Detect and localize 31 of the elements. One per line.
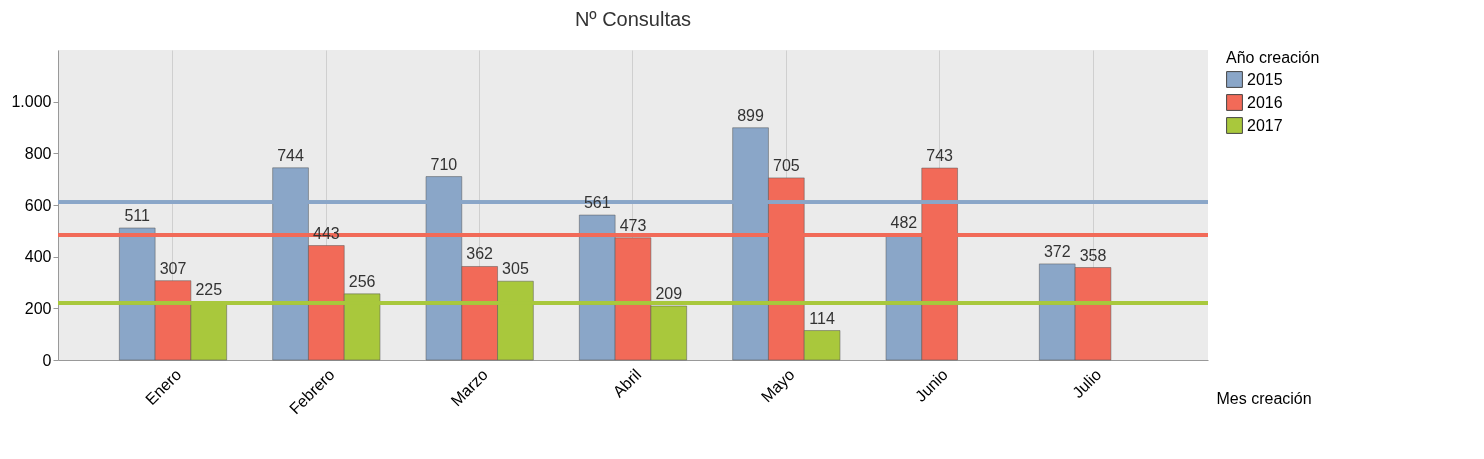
data-label: 209 xyxy=(655,285,683,303)
data-label: 899 xyxy=(737,106,764,124)
data-label: 482 xyxy=(890,214,918,232)
y-tick-label: 0 xyxy=(42,351,52,369)
legend-label: 2015 xyxy=(1247,70,1283,88)
y-tick-label: 800 xyxy=(24,144,52,162)
legend-label: 2017 xyxy=(1247,116,1283,134)
data-label: 511 xyxy=(124,206,151,224)
data-label: 307 xyxy=(159,259,187,277)
data-label: 225 xyxy=(195,280,223,298)
data-label: 305 xyxy=(502,260,529,278)
data-label: 362 xyxy=(466,245,494,263)
data-label: 743 xyxy=(926,147,954,165)
data-label: 705 xyxy=(772,156,800,174)
chart-title: Nº Consultas xyxy=(574,8,692,30)
data-label: 561 xyxy=(583,194,611,212)
data-label: 358 xyxy=(1079,246,1107,264)
x-axis-title: Mes creación xyxy=(1216,389,1312,407)
legend-label: 2016 xyxy=(1247,93,1283,111)
data-label: 744 xyxy=(277,146,304,164)
data-label: 256 xyxy=(348,272,376,290)
data-label: 114 xyxy=(809,309,835,327)
data-label: 710 xyxy=(430,155,458,173)
y-tick-label: 400 xyxy=(24,248,52,266)
x-tick-label: Julio xyxy=(1069,365,1105,402)
legend-title: Año creación xyxy=(1226,49,1320,66)
data-label: 473 xyxy=(619,216,647,234)
data-label: 372 xyxy=(1043,242,1071,260)
y-tick-label: 600 xyxy=(24,196,52,214)
y-tick-label: 200 xyxy=(24,299,52,317)
y-tick-label: 1.000 xyxy=(11,93,52,111)
